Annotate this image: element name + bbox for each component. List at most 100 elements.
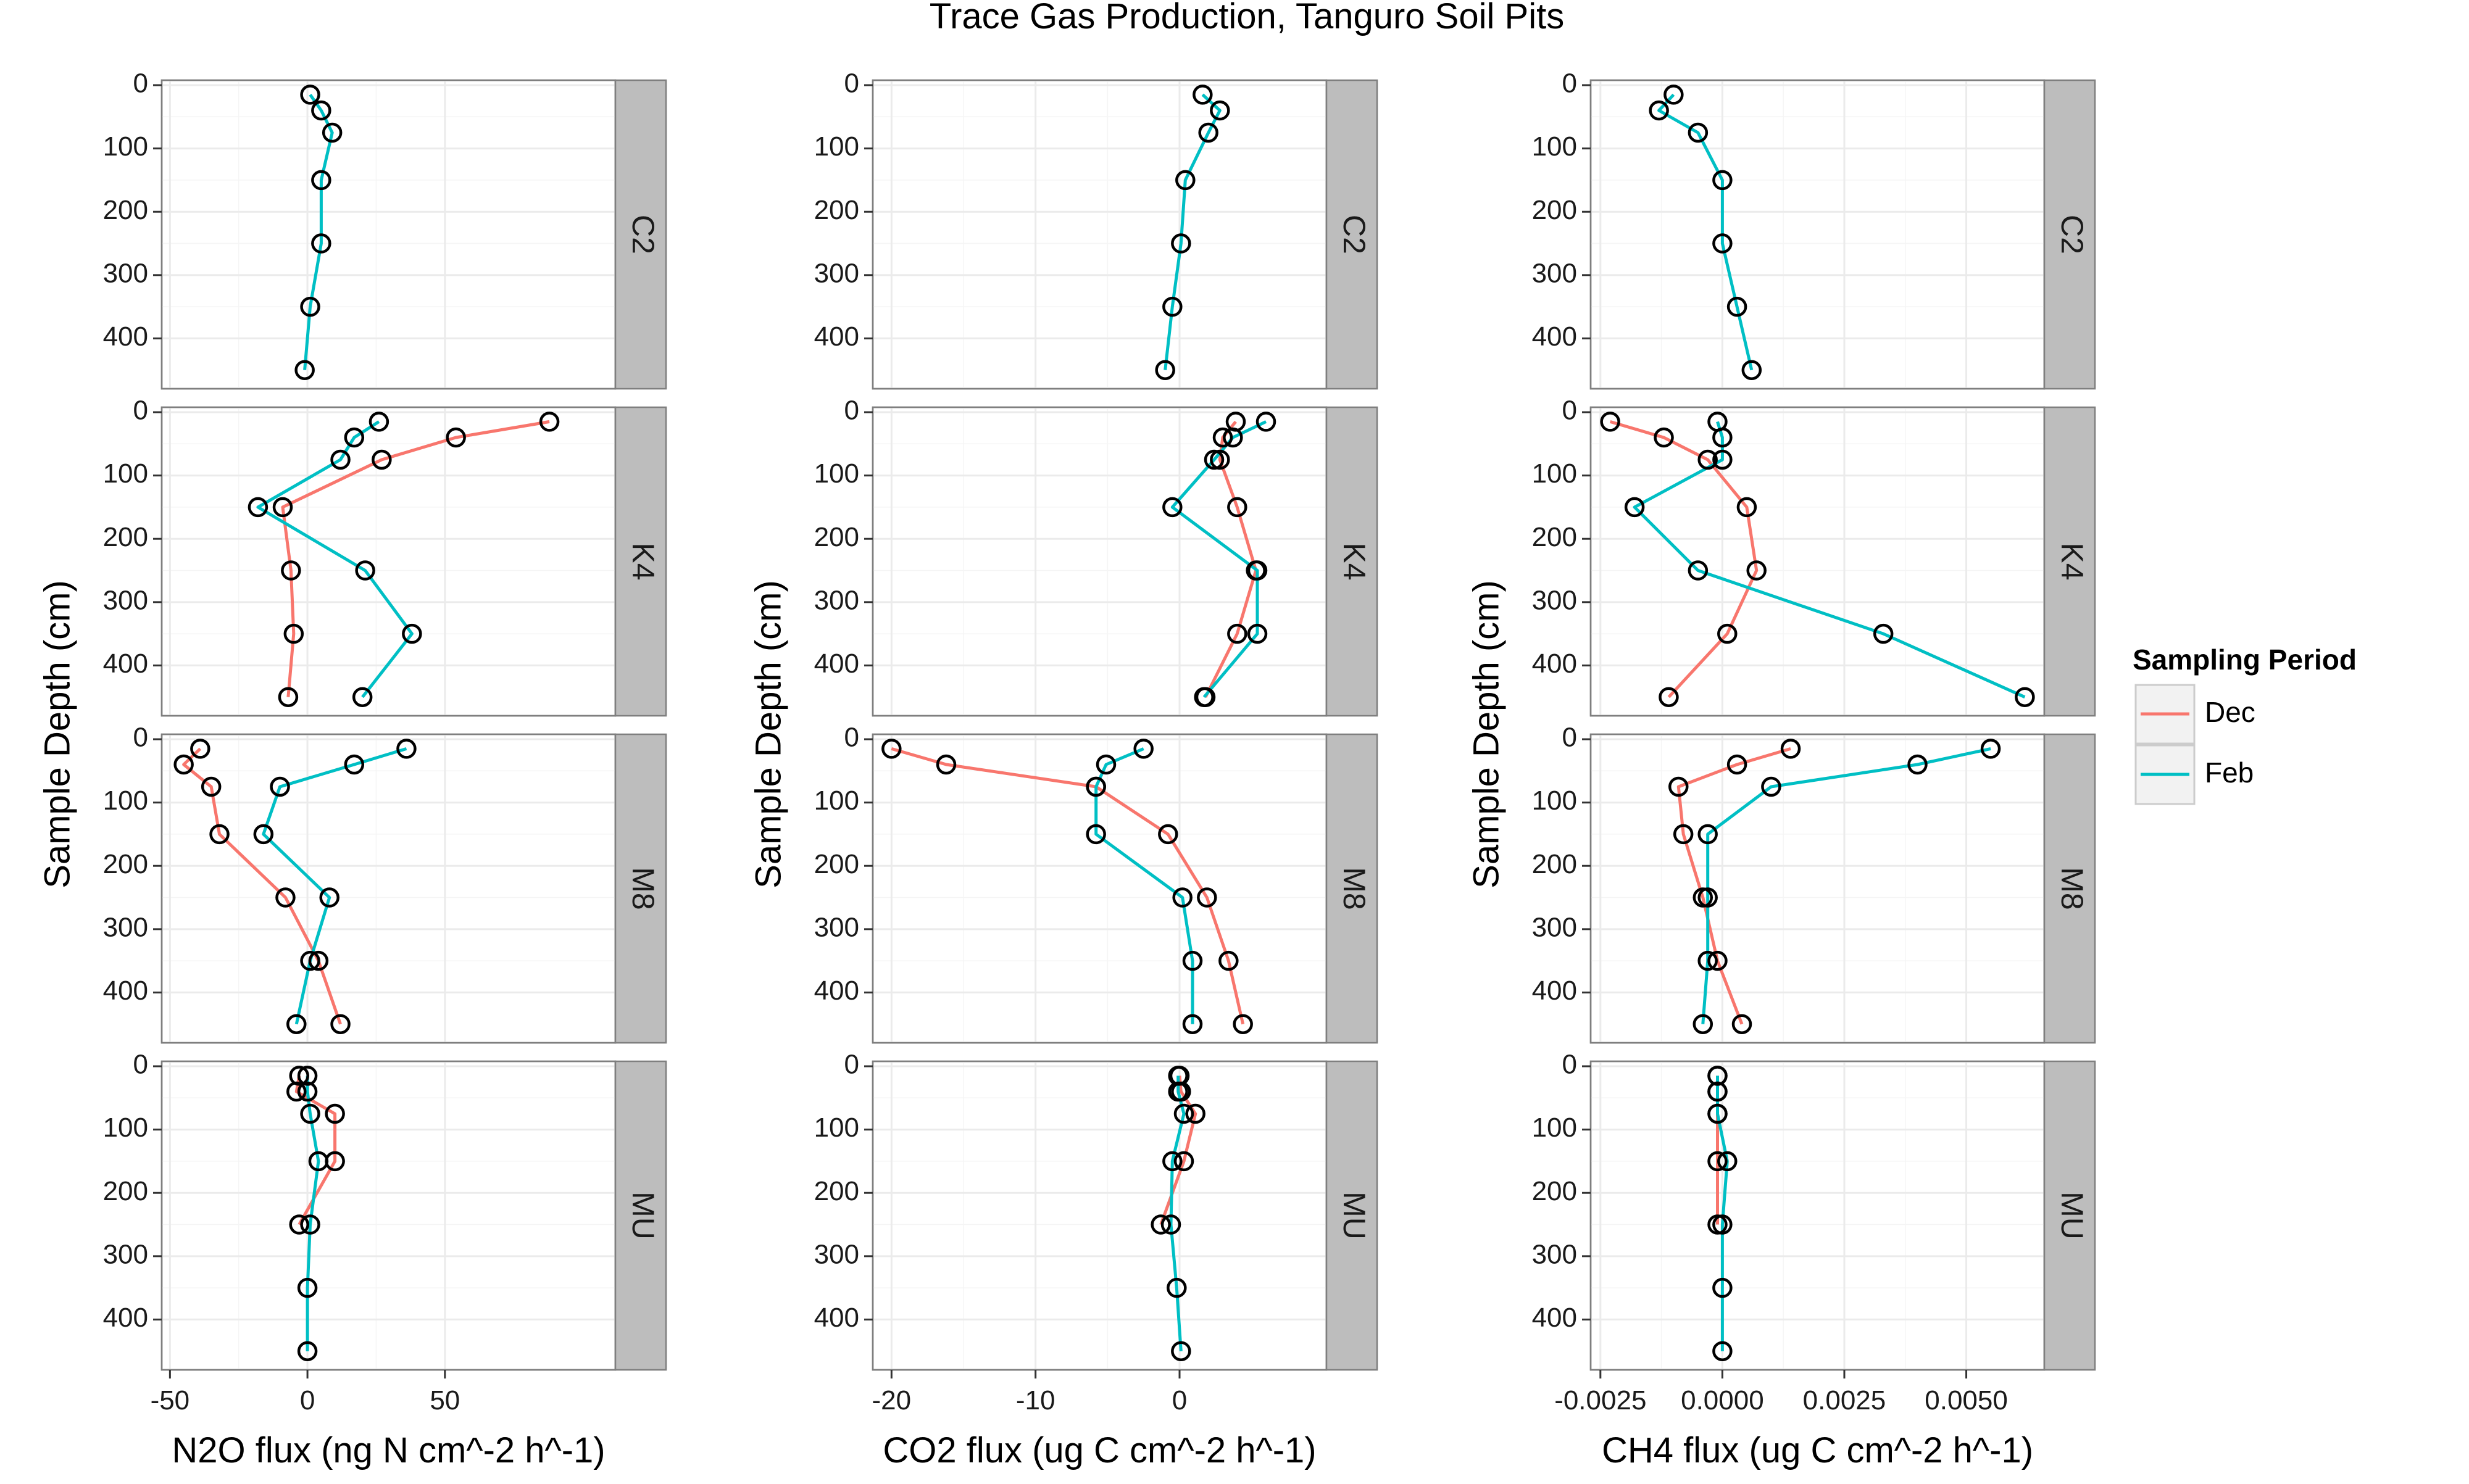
data-point-feb	[1712, 1277, 1733, 1298]
series-line-feb	[1094, 747, 1194, 1024]
data-point-dec	[289, 1214, 309, 1235]
series-line-dec	[1159, 1076, 1197, 1225]
panel-m8-col1: M8 0 100 200 300 400	[103, 723, 667, 1044]
data-point-feb	[1172, 887, 1193, 908]
data-point-feb	[300, 85, 320, 105]
x-axis-title: CO2 flux (ug C cm^-2 h^-1)	[883, 1430, 1316, 1470]
data-point-dec	[1185, 1103, 1205, 1124]
data-point-feb	[1168, 1081, 1188, 1102]
panel-background	[872, 1060, 1328, 1371]
x-tick-label: 0	[1172, 1385, 1187, 1416]
panel-k4-col3: K4 0 100 200 300 400	[1532, 396, 2096, 717]
y-tick-label: 0	[844, 1050, 859, 1080]
y-tick-label: 100	[103, 786, 148, 816]
facet-strip-label-k4: K4	[2055, 542, 2089, 580]
y-tick-label: 100	[1532, 131, 1577, 162]
data-point-feb	[402, 623, 422, 644]
data-point-dec	[1707, 950, 1728, 971]
y-tick-label: 0	[133, 1050, 148, 1080]
data-point-dec	[1673, 824, 1694, 845]
chart-title: Trace Gas Production, Tanguro Soil Pits	[930, 0, 1564, 36]
panel-m8-col2: M8 0 100 200 300 400	[814, 723, 1378, 1044]
data-point-feb	[297, 1277, 318, 1298]
data-point-feb	[344, 427, 365, 448]
y-tick-label: 200	[814, 1176, 859, 1206]
x-tick-label: -10	[1016, 1385, 1055, 1416]
y-tick-label: 100	[103, 458, 148, 489]
data-point-feb	[286, 1014, 307, 1034]
panel-background	[160, 1060, 617, 1371]
data-point-dec	[286, 1081, 307, 1102]
series-line-feb	[256, 420, 414, 698]
series-line-feb	[1633, 421, 2026, 698]
y-tick-label: 200	[814, 849, 859, 879]
y-tick-label: 200	[103, 195, 148, 225]
data-point-dec	[881, 739, 902, 759]
data-point-feb	[253, 824, 274, 845]
y-tick-label: 200	[1532, 195, 1577, 225]
y-tick-label: 100	[103, 1113, 148, 1143]
data-point-dec	[539, 412, 560, 432]
data-point-feb	[297, 1081, 318, 1102]
data-point-feb	[1086, 776, 1106, 797]
y-tick-label: 300	[103, 585, 148, 615]
data-point-dec	[281, 560, 301, 581]
data-point-dec	[275, 887, 296, 908]
series-line-dec	[294, 1075, 337, 1225]
data-point-dec	[372, 449, 392, 470]
x-tick-label: -20	[872, 1385, 912, 1416]
facet-strip	[614, 79, 667, 390]
panel-m8-col3: M8 0 100 200 300 400	[1532, 723, 2096, 1044]
data-point-feb	[297, 1341, 318, 1361]
y-tick-label: 300	[1532, 585, 1577, 615]
facet-strip	[1325, 1060, 1378, 1371]
y-axis-title: Sample Depth (cm)	[37, 580, 77, 889]
y-tick-label: 300	[814, 1239, 859, 1269]
data-point-feb	[1086, 824, 1106, 845]
data-point-feb	[1688, 560, 1709, 581]
legend-label: Feb	[2205, 757, 2254, 789]
data-point-feb	[1133, 739, 1154, 759]
data-point-dec	[1197, 887, 1217, 908]
x-tick-label: 50	[430, 1385, 460, 1416]
series-line-dec	[281, 420, 550, 697]
y-tick-label: 400	[103, 976, 148, 1006]
data-point-feb	[294, 360, 315, 380]
facet-strip	[614, 733, 667, 1044]
data-point-feb	[248, 497, 269, 518]
data-point-feb	[1697, 887, 1718, 908]
panel-background	[872, 79, 1328, 390]
data-point-feb	[311, 170, 331, 191]
y-tick-label: 0	[1562, 723, 1577, 753]
data-point-feb	[368, 412, 389, 432]
data-point-feb	[270, 776, 290, 797]
panel-c2-col1: C2 0 100 200 300 400	[103, 68, 667, 390]
legend-title: Sampling Period	[2133, 644, 2357, 676]
y-tick-label: 300	[814, 585, 859, 615]
data-point-dec	[272, 497, 293, 518]
y-tick-label: 300	[103, 912, 148, 942]
y-tick-label: 300	[103, 258, 148, 288]
data-point-dec	[446, 427, 466, 448]
y-tick-label: 400	[814, 976, 859, 1006]
data-point-feb	[1173, 1103, 1194, 1124]
y-tick-label: 0	[1562, 68, 1577, 99]
y-tick-label: 0	[1562, 396, 1577, 426]
data-point-feb	[1162, 296, 1183, 317]
y-axis-title: Sample Depth (cm)	[1466, 580, 1506, 889]
data-point-feb	[1182, 950, 1203, 971]
facet-strip	[2043, 1060, 2096, 1371]
y-tick-label: 0	[844, 723, 859, 753]
data-point-feb	[1712, 1214, 1733, 1235]
facet-strip-label-c2: C2	[1337, 215, 1372, 254]
panel-background	[1589, 79, 2046, 390]
data-point-feb	[1182, 1014, 1203, 1034]
data-point-feb	[1171, 233, 1191, 254]
y-tick-label: 0	[844, 396, 859, 426]
panel-background	[160, 79, 617, 390]
panel-c2-col2: C2 0 100 200 300 400	[814, 68, 1378, 390]
data-point-feb	[311, 233, 331, 254]
data-point-feb	[1204, 449, 1225, 470]
x-axis-title: N2O flux (ng N cm^-2 h^-1)	[172, 1430, 605, 1470]
